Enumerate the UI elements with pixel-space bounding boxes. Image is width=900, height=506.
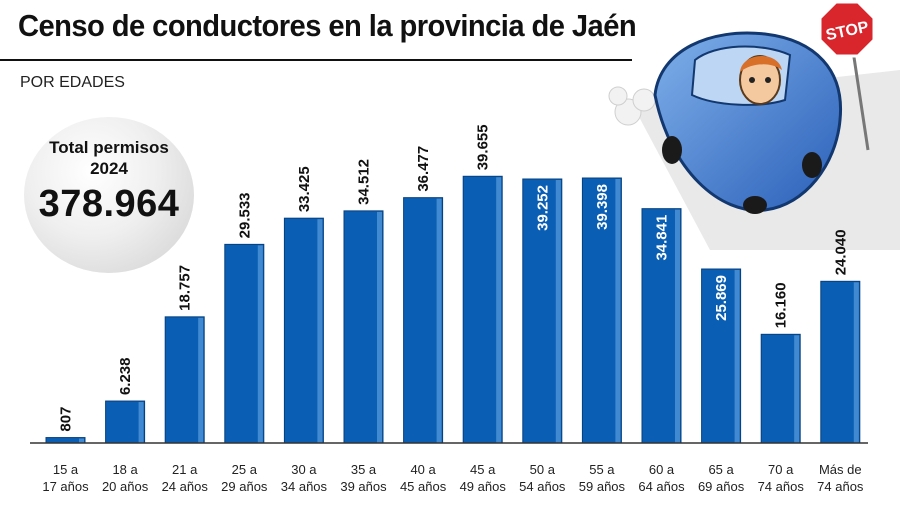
category-label-4-1: 34 años [281, 479, 328, 494]
total-value: 378.964 [38, 183, 180, 225]
value-label-2: 18.757 [177, 265, 194, 311]
category-label-7-0: 45 a [470, 462, 496, 477]
category-label-7-1: 49 años [460, 479, 507, 494]
bar-body [403, 197, 444, 444]
subtitle: POR EDADES [20, 74, 125, 91]
bar-highlight [377, 211, 382, 443]
category-label-2-1: 24 años [162, 479, 209, 494]
bar-highlight [675, 209, 680, 443]
bar-body [701, 268, 742, 444]
bar-body [224, 243, 265, 444]
bar-body [641, 208, 682, 444]
bar-1 [105, 400, 146, 444]
value-label-6: 36.477 [415, 146, 432, 192]
bar-highlight [496, 177, 502, 443]
value-label-5: 34.512 [356, 159, 373, 205]
bar-6 [403, 197, 444, 444]
bar-10 [641, 208, 682, 444]
bar-highlight [317, 219, 323, 443]
category-label-12-0: 70 a [768, 462, 794, 477]
category-label-4-0: 30 a [291, 462, 317, 477]
bar-13 [820, 280, 861, 444]
category-label-13-0: Más de [819, 462, 862, 477]
bar-11 [701, 268, 742, 444]
bar-body [462, 175, 503, 444]
bar-body [820, 280, 861, 444]
bar-4 [283, 217, 324, 444]
value-label-12: 16.160 [773, 282, 790, 328]
category-label-1-1: 20 años [102, 479, 149, 494]
category-label-10-0: 60 a [649, 462, 675, 477]
car-illustration: STOP [608, 0, 900, 250]
bar-2 [164, 316, 205, 444]
category-label-6-1: 45 años [400, 479, 447, 494]
bar-highlight [138, 402, 144, 443]
bar-3 [224, 243, 265, 444]
category-label-12-1: 74 años [758, 479, 805, 494]
bar-highlight [198, 317, 204, 443]
bar-highlight [853, 282, 859, 443]
bar-body [581, 177, 622, 444]
category-label-9-0: 55 a [589, 462, 615, 477]
bar-highlight [615, 179, 621, 443]
page-title: Censo de conductores en la provincia de … [18, 8, 637, 43]
category-label-8-1: 54 años [519, 479, 566, 494]
category-label-1-0: 18 a [112, 462, 138, 477]
category-label-9-1: 59 años [579, 479, 626, 494]
category-label-13-1: 74 años [817, 479, 864, 494]
category-label-10-1: 64 años [638, 479, 685, 494]
category-label-0-0: 15 a [53, 462, 79, 477]
value-label-10: 34.841 [654, 215, 671, 261]
bar-5 [343, 210, 384, 444]
total-label: Total permisos 2024 [49, 138, 169, 178]
bar-7 [462, 175, 503, 444]
bar-highlight [79, 438, 84, 443]
category-label-0-1: 17 años [42, 479, 89, 494]
category-label-6-0: 40 a [410, 462, 436, 477]
bar-9 [581, 177, 622, 444]
value-label-9: 39.398 [594, 184, 611, 230]
value-label-0: 807 [58, 407, 75, 432]
title-rule [0, 59, 632, 61]
category-label-8-0: 50 a [530, 462, 556, 477]
value-label-8: 39.252 [534, 185, 551, 231]
stop-sign-icon: STOP [818, 0, 876, 151]
value-label-7: 39.655 [475, 124, 492, 170]
value-label-1: 6.238 [117, 357, 134, 395]
category-label-5-0: 35 a [351, 462, 377, 477]
value-label-13: 24.040 [832, 229, 849, 275]
category-label-3-1: 29 años [221, 479, 268, 494]
bar-body [164, 316, 205, 444]
bar-highlight [794, 335, 800, 443]
bar-highlight [734, 270, 740, 443]
category-label-11-0: 65 a [708, 462, 734, 477]
bar-highlight [436, 198, 442, 443]
bar-0 [45, 437, 86, 444]
total-badge: Total permisos 2024 378.964 [24, 117, 194, 273]
category-label-5-1: 39 años [340, 479, 387, 494]
bar-body [105, 400, 146, 444]
category-label-2-0: 21 a [172, 462, 198, 477]
bar-12 [760, 333, 801, 444]
value-label-3: 29.533 [236, 192, 253, 238]
driver-icon [739, 55, 782, 105]
category-label-3-0: 25 a [232, 462, 258, 477]
value-label-11: 25.869 [713, 275, 730, 321]
bar-highlight [555, 179, 561, 444]
value-label-4: 33.425 [296, 166, 313, 212]
bar-body [760, 333, 801, 444]
category-label-11-1: 69 años [698, 479, 745, 494]
bar-highlight [257, 245, 263, 443]
